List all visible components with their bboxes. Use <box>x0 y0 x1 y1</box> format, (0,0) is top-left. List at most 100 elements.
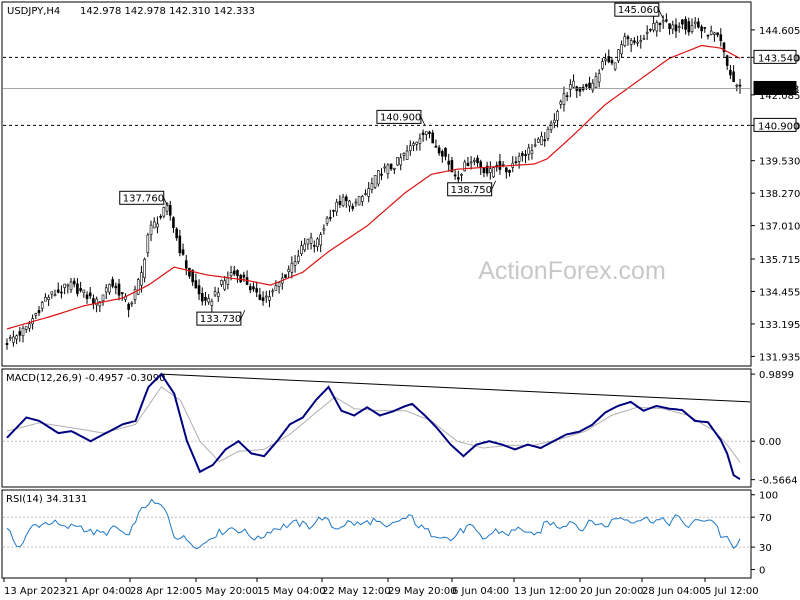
candle-body <box>505 167 508 173</box>
candle-body <box>175 228 178 239</box>
candle-body <box>284 274 287 278</box>
candle-body <box>373 175 377 188</box>
x-tick-label: 15 May 04:00 <box>257 586 326 597</box>
candle-body <box>460 174 463 176</box>
candle-body <box>553 119 556 123</box>
candle-body <box>226 277 230 285</box>
candle-body <box>639 40 643 42</box>
candle-body <box>399 157 403 166</box>
candle-body <box>546 128 550 139</box>
level-label-text: 143.540 <box>758 53 799 64</box>
candle-body <box>172 217 175 229</box>
candle-body <box>108 284 111 293</box>
candle-body <box>655 22 659 32</box>
candle-body <box>357 196 361 206</box>
candle-body <box>431 132 435 144</box>
price-panel: 144.605 143.540 142.085 140.900 139.530 138.2… <box>3 2 800 363</box>
candle-body <box>514 161 518 163</box>
annotation-leader <box>658 9 664 19</box>
candle-body <box>104 287 108 293</box>
candle-body <box>303 243 306 251</box>
candle-body <box>396 157 399 166</box>
candle-body <box>15 335 18 340</box>
candle-body <box>95 298 98 306</box>
candle-body <box>140 272 143 286</box>
candle-body <box>319 234 322 246</box>
candle-body <box>578 87 582 92</box>
macd-y-tick-label: -0.5664 <box>759 476 798 487</box>
candle-body <box>85 294 89 299</box>
candle-body <box>687 21 691 33</box>
price-panel-frame <box>1 1 752 367</box>
candle-body <box>248 286 252 291</box>
candle-body <box>441 151 444 157</box>
candle-body <box>165 203 169 212</box>
candle-body <box>72 280 76 285</box>
candle-body <box>60 291 63 294</box>
candle-body <box>489 168 492 173</box>
candle-body <box>418 138 422 144</box>
candle-body <box>344 196 348 202</box>
candle-body <box>412 143 415 146</box>
price-y-tick-label: 131.935 <box>759 352 800 363</box>
candle-body <box>607 56 611 63</box>
macd-panel-header: MACD(12,26,9) -0.4957 -0.3090 <box>6 373 166 384</box>
candle-body <box>677 26 681 28</box>
candle-body <box>485 165 489 174</box>
candle-body <box>127 303 130 310</box>
candle-body <box>309 237 313 244</box>
candle-body <box>213 291 217 296</box>
candle-body <box>130 302 134 305</box>
candle-body <box>223 280 226 290</box>
candle-body <box>658 22 662 26</box>
candle-body <box>473 160 476 162</box>
candle-body <box>729 69 732 76</box>
candle-body <box>610 60 614 64</box>
candle-body <box>556 111 559 121</box>
candle-body <box>50 291 54 295</box>
candle-body <box>569 84 572 90</box>
candle-body <box>194 280 198 289</box>
candle-body <box>348 200 351 207</box>
candle-body <box>447 160 451 165</box>
x-tick-label: 20 Jun 20:00 <box>580 586 644 597</box>
candle-body <box>389 163 393 170</box>
level-label-box <box>753 117 797 132</box>
candle-body <box>444 147 447 157</box>
candle-body <box>588 82 591 89</box>
candle-body <box>642 37 646 40</box>
candle-body <box>738 84 742 87</box>
rsi-y-tick-label: 70 <box>759 513 772 524</box>
candle-body <box>191 270 194 283</box>
annotation-label: 138.750 <box>451 185 492 196</box>
candle-body <box>521 153 524 156</box>
candle-body <box>428 131 431 134</box>
candle-body <box>258 294 262 300</box>
annotation-leader <box>240 309 246 319</box>
watermark: ActionForex.com <box>478 257 666 285</box>
candle-body <box>47 297 50 300</box>
candle-body <box>24 326 28 330</box>
annotation-label: 140.900 <box>380 112 421 123</box>
candle-body <box>716 32 719 36</box>
rsi-y-tick-label: 100 <box>759 491 778 502</box>
candle-body <box>162 207 166 217</box>
candle-body <box>562 93 566 105</box>
candle-body <box>236 270 239 277</box>
candle-body <box>501 163 505 166</box>
candle-body <box>706 34 710 37</box>
candle-body <box>671 24 675 30</box>
candle-body <box>28 323 31 329</box>
candle-body <box>229 272 233 277</box>
candle-body <box>120 292 124 294</box>
candle-body <box>604 58 607 61</box>
annotation-label: 145.060 <box>618 5 659 16</box>
candle-body <box>21 327 25 337</box>
candle-body <box>674 24 678 32</box>
candle-body <box>626 36 630 40</box>
candle-body <box>92 298 95 305</box>
candle-body <box>232 270 236 275</box>
candle-body <box>524 154 527 157</box>
rsi-panel-frame <box>1 489 752 579</box>
macd-panel: 0.9899 0.00 -0.5664 <box>3 370 798 487</box>
